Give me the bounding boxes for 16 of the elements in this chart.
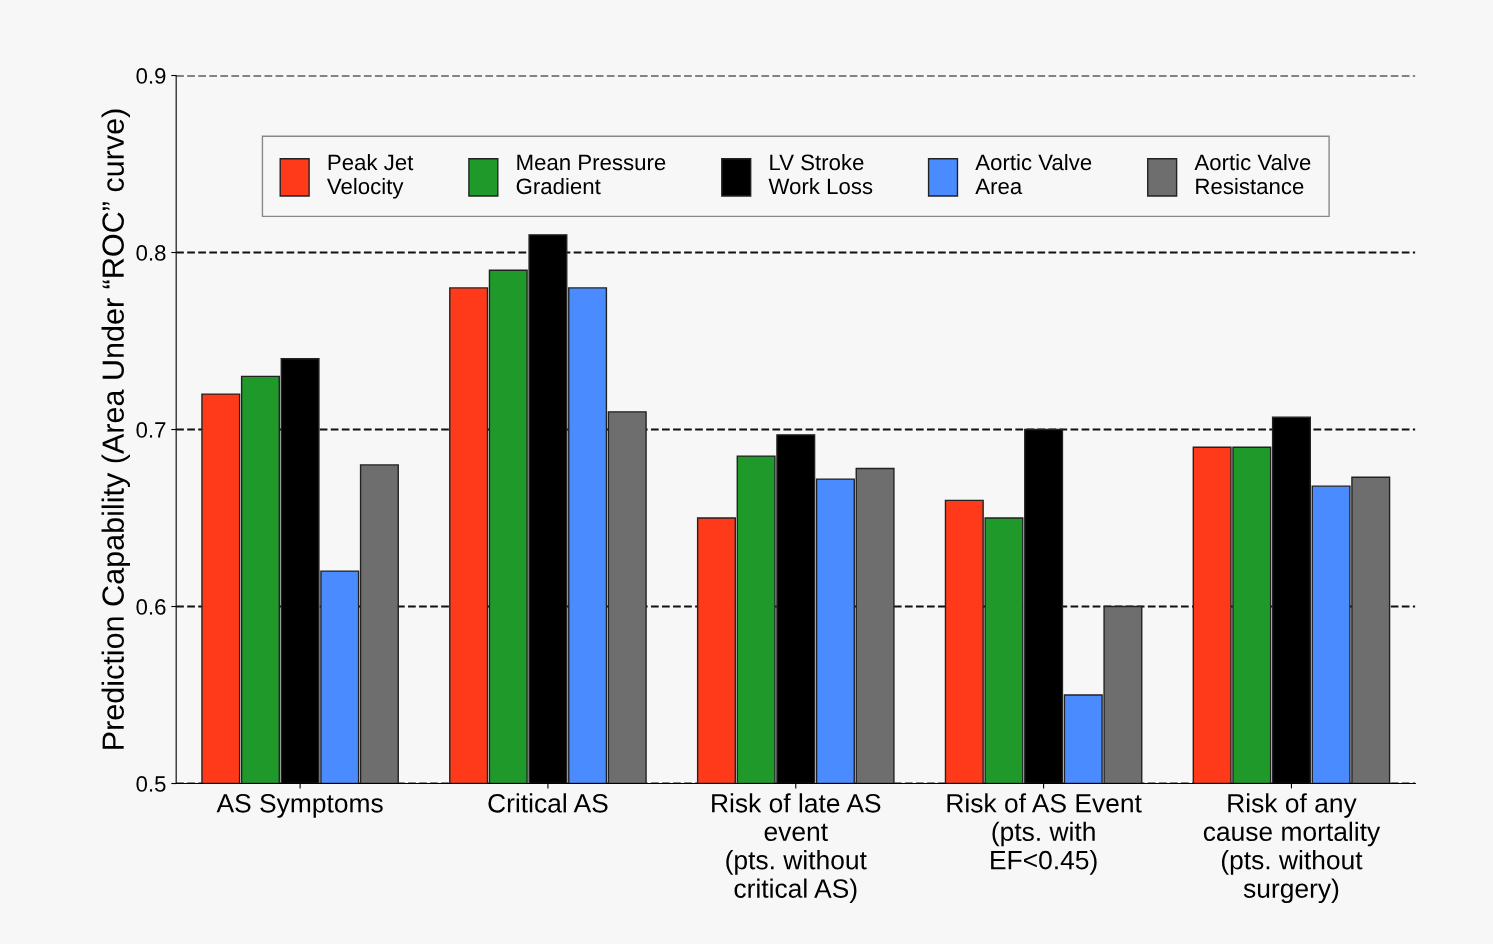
legend-label: Aortic Valve Resistance xyxy=(1194,153,1311,195)
x-tick-label: Risk of AS Event (pts. with EF<0.45) xyxy=(947,793,1142,875)
x-tick-label: Risk of any cause mortality (pts. without surgery) xyxy=(1203,793,1381,904)
legend-label: Aortic Valve Area xyxy=(975,153,1092,195)
y-tick-label: 0.9 xyxy=(136,68,166,84)
y-tick-label: 0.7 xyxy=(136,422,166,438)
y-tick-label: 0.5 xyxy=(136,776,166,792)
x-tick-label: Risk of late AS event (pts. without critical AS) xyxy=(712,793,881,904)
y-tick-label: 0.6 xyxy=(136,599,166,615)
x-tick-label: AS Symptoms xyxy=(216,793,383,818)
legend-label: Peak Jet Velocity xyxy=(326,153,414,199)
y-tick-label: 0.8 xyxy=(136,245,166,261)
legend-label: LV Stroke Work Loss xyxy=(768,153,873,195)
x-tick-label: Critical AS xyxy=(488,793,608,813)
legend-label: Mean Pressure Gradient xyxy=(516,154,666,195)
y-axis-title: Prediction Capability (Area Under “ROC” curve) xyxy=(101,109,131,749)
